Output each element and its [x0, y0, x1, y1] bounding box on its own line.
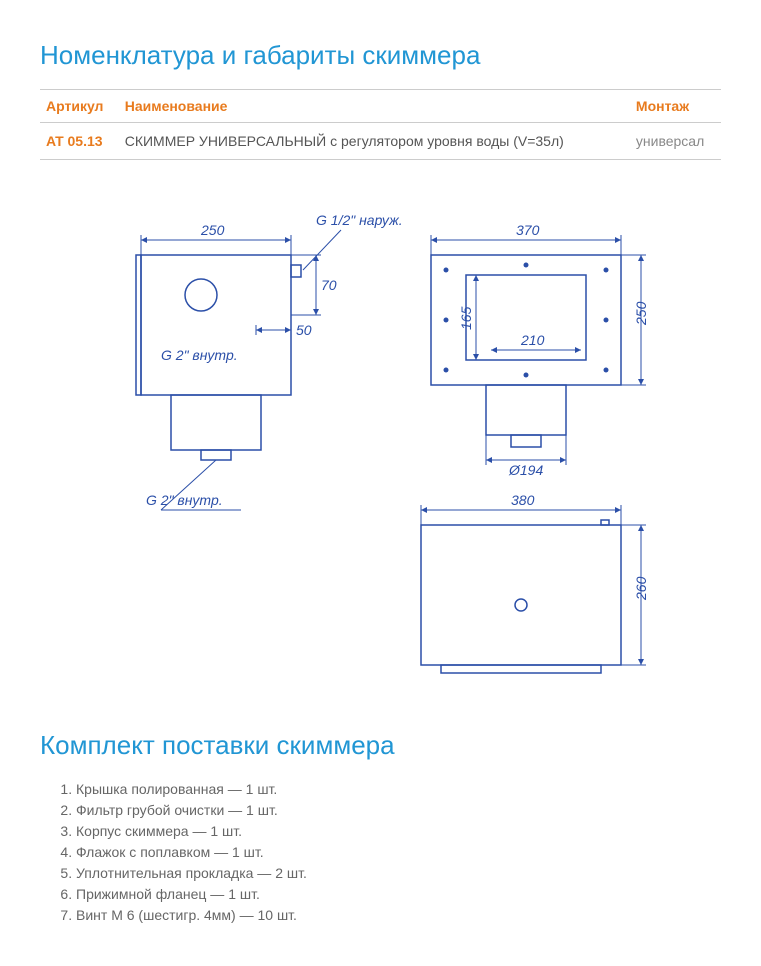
list-item: Флажок с поплавком — 1 шт.	[76, 842, 721, 863]
dim-50: 50	[296, 322, 312, 338]
col-header-name: Наименование	[119, 90, 630, 123]
dim-194: Ø194	[508, 462, 543, 478]
dim-260: 260	[633, 576, 649, 601]
supply-list: Крышка полированная — 1 шт. Фильтр грубо…	[40, 779, 721, 926]
dim-370: 370	[516, 222, 540, 238]
label-g2a: G 2" внутр.	[161, 347, 238, 363]
section-title-supply: Комплект поставки скиммера	[40, 730, 721, 761]
section-title-nomenclature: Номенклатура и габариты скиммера	[40, 40, 721, 71]
list-item: Крышка полированная — 1 шт.	[76, 779, 721, 800]
list-item: Уплотнительная прокладка — 2 шт.	[76, 863, 721, 884]
dim-380: 380	[511, 492, 535, 508]
col-header-article: Артикул	[40, 90, 119, 123]
label-g12: G 1/2" наруж.	[316, 212, 403, 228]
cell-mount: универсал	[630, 123, 721, 160]
list-item: Винт М 6 (шестигр. 4мм) — 10 шт.	[76, 905, 721, 926]
label-g2b: G 2" внутр.	[146, 492, 223, 508]
cell-article: AT 05.13	[40, 123, 119, 160]
dim-250: 250	[200, 222, 225, 238]
list-item: Прижимной фланец — 1 шт.	[76, 884, 721, 905]
table-row: AT 05.13 СКИММЕР УНИВЕРСАЛЬНЫЙ с регулят…	[40, 123, 721, 160]
dimension-diagram: 250 G 1/2" наруж. 70 50 G 2" внутр. G 2"…	[40, 200, 721, 690]
dim-70: 70	[321, 277, 337, 293]
dim-250r: 250	[633, 301, 649, 326]
dim-165: 165	[458, 306, 474, 330]
cell-name: СКИММЕР УНИВЕРСАЛЬНЫЙ с регулятором уров…	[119, 123, 630, 160]
spec-table: Артикул Наименование Монтаж AT 05.13 СКИ…	[40, 89, 721, 160]
col-header-mount: Монтаж	[630, 90, 721, 123]
dim-210: 210	[520, 332, 545, 348]
list-item: Фильтр грубой очистки — 1 шт.	[76, 800, 721, 821]
list-item: Корпус скиммера — 1 шт.	[76, 821, 721, 842]
